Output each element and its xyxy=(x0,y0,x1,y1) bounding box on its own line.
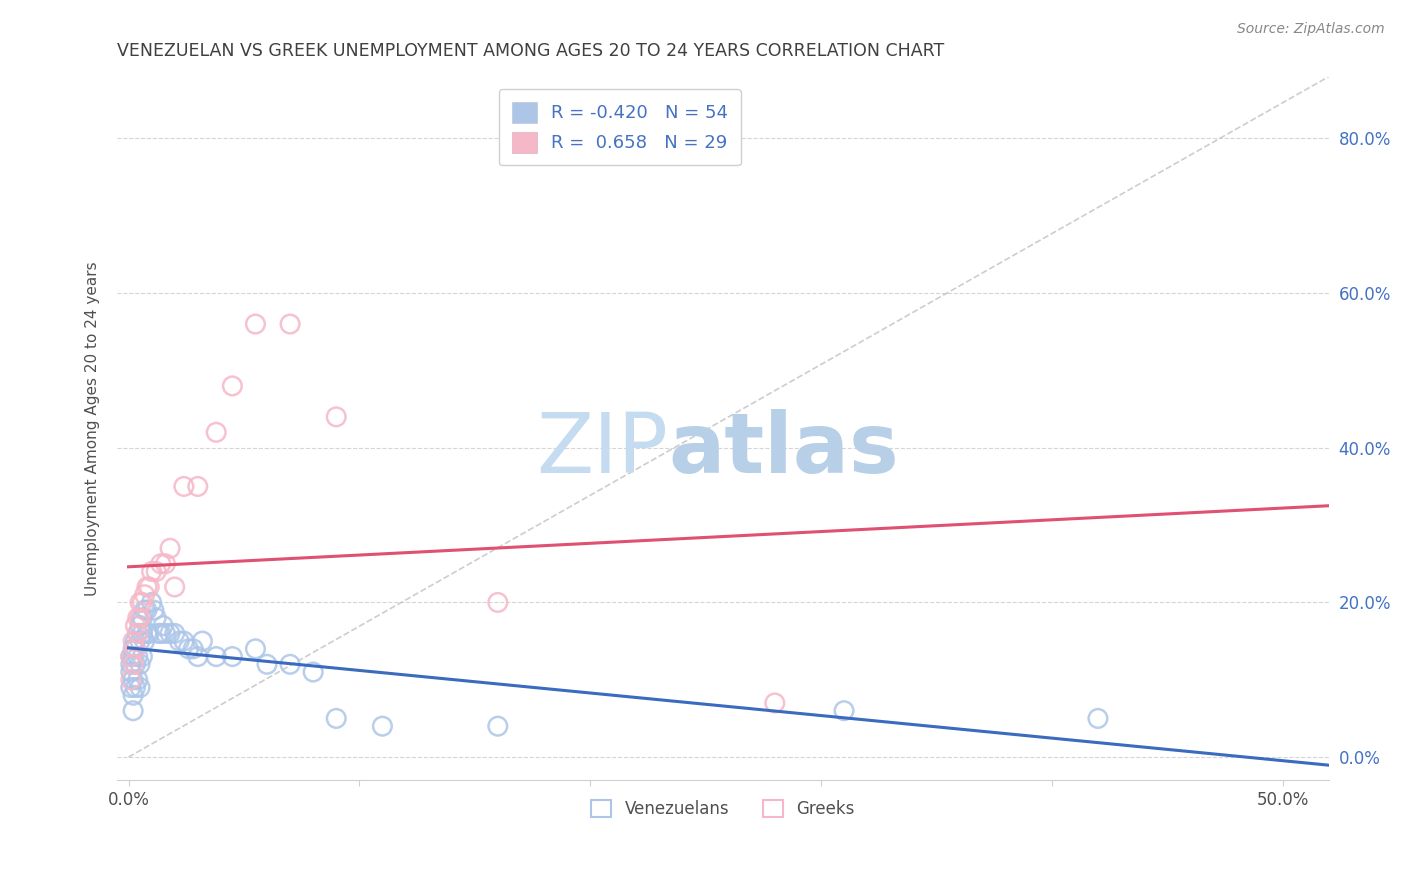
Point xyxy=(371,719,394,733)
Point xyxy=(149,626,172,640)
Point xyxy=(120,673,142,687)
Point xyxy=(120,665,142,679)
Point xyxy=(131,649,153,664)
Point xyxy=(129,657,152,672)
Point xyxy=(187,479,209,493)
Point xyxy=(141,565,163,579)
Point xyxy=(177,641,200,656)
Point xyxy=(124,641,146,656)
Point xyxy=(155,557,177,571)
Point xyxy=(173,634,195,648)
Point xyxy=(191,634,214,648)
Point xyxy=(120,649,142,664)
Point xyxy=(129,618,152,632)
Legend: Venezuelans, Greeks: Venezuelans, Greeks xyxy=(585,793,860,825)
Point xyxy=(120,681,142,695)
Point xyxy=(127,626,149,640)
Point xyxy=(129,611,152,625)
Point xyxy=(138,580,160,594)
Text: ZIP: ZIP xyxy=(537,409,668,490)
Point xyxy=(148,626,170,640)
Point xyxy=(163,626,186,640)
Point xyxy=(131,626,153,640)
Point xyxy=(149,557,172,571)
Point xyxy=(278,657,301,672)
Point xyxy=(124,657,146,672)
Point xyxy=(122,704,145,718)
Point xyxy=(136,603,159,617)
Point xyxy=(486,595,509,609)
Point xyxy=(127,649,149,664)
Point xyxy=(124,641,146,656)
Point xyxy=(136,580,159,594)
Point xyxy=(122,649,145,664)
Point xyxy=(221,649,243,664)
Point xyxy=(122,657,145,672)
Point xyxy=(122,634,145,648)
Text: Source: ZipAtlas.com: Source: ZipAtlas.com xyxy=(1237,22,1385,37)
Text: atlas: atlas xyxy=(668,409,898,490)
Point xyxy=(302,665,325,679)
Point xyxy=(205,425,228,440)
Point xyxy=(205,649,228,664)
Point xyxy=(163,580,186,594)
Point xyxy=(763,696,786,710)
Point xyxy=(245,641,267,656)
Point xyxy=(141,595,163,609)
Point xyxy=(131,595,153,609)
Point xyxy=(278,317,301,331)
Point xyxy=(129,681,152,695)
Point xyxy=(159,541,181,556)
Point xyxy=(832,704,855,718)
Point xyxy=(245,317,267,331)
Point xyxy=(486,719,509,733)
Point xyxy=(134,634,156,648)
Point xyxy=(124,618,146,632)
Point xyxy=(221,379,243,393)
Point xyxy=(122,688,145,702)
Point xyxy=(138,626,160,640)
Y-axis label: Unemployment Among Ages 20 to 24 years: Unemployment Among Ages 20 to 24 years xyxy=(86,261,100,596)
Point xyxy=(1087,711,1109,725)
Point xyxy=(169,634,191,648)
Point xyxy=(129,595,152,609)
Point xyxy=(145,565,167,579)
Point xyxy=(159,626,181,640)
Point xyxy=(136,626,159,640)
Point xyxy=(127,673,149,687)
Point xyxy=(325,711,347,725)
Point xyxy=(127,626,149,640)
Point xyxy=(155,626,177,640)
Point xyxy=(325,409,347,424)
Point xyxy=(124,634,146,648)
Point xyxy=(122,641,145,656)
Point xyxy=(120,657,142,672)
Point xyxy=(134,588,156,602)
Point xyxy=(187,649,209,664)
Point xyxy=(142,603,165,617)
Point xyxy=(256,657,278,672)
Point xyxy=(173,479,195,493)
Point xyxy=(129,634,152,648)
Point xyxy=(152,618,174,632)
Point xyxy=(134,603,156,617)
Point xyxy=(122,673,145,687)
Point xyxy=(120,649,142,664)
Point xyxy=(181,641,204,656)
Point xyxy=(145,611,167,625)
Point xyxy=(131,611,153,625)
Point xyxy=(127,611,149,625)
Text: VENEZUELAN VS GREEK UNEMPLOYMENT AMONG AGES 20 TO 24 YEARS CORRELATION CHART: VENEZUELAN VS GREEK UNEMPLOYMENT AMONG A… xyxy=(117,42,945,60)
Point xyxy=(124,681,146,695)
